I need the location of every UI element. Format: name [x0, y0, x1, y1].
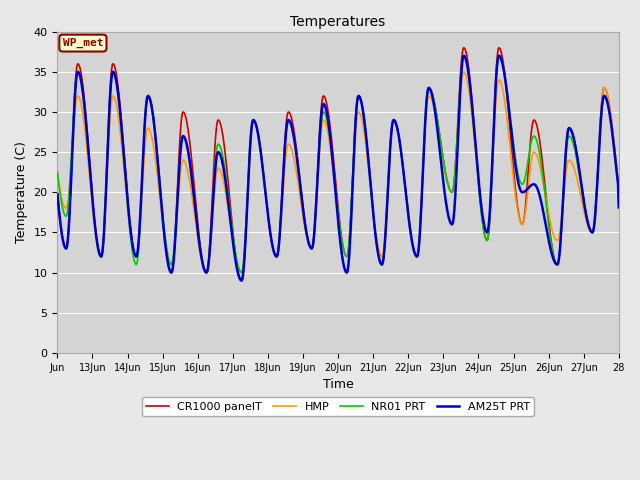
- Y-axis label: Temperature (C): Temperature (C): [15, 141, 28, 243]
- CR1000 panelT: [54, 189, 61, 195]
- NR01 PRT: [529, 135, 536, 141]
- NR01 PRT: [512, 158, 520, 164]
- Line: NR01 PRT: NR01 PRT: [58, 56, 619, 273]
- AM25T PRT: [62, 246, 70, 252]
- HMP: [62, 205, 70, 211]
- Line: CR1000 panelT: CR1000 panelT: [58, 48, 619, 281]
- AM25T PRT: [512, 165, 520, 170]
- HMP: [131, 250, 138, 256]
- HMP: [203, 270, 211, 276]
- AM25T PRT: [529, 181, 536, 187]
- NR01 PRT: [177, 143, 185, 149]
- CR1000 panelT: [131, 250, 138, 255]
- NR01 PRT: [54, 169, 61, 175]
- NR01 PRT: [203, 270, 211, 276]
- CR1000 panelT: [615, 202, 623, 208]
- CR1000 panelT: [177, 121, 185, 127]
- CR1000 panelT: [512, 190, 520, 195]
- HMP: [615, 202, 623, 208]
- Line: AM25T PRT: AM25T PRT: [58, 56, 619, 281]
- CR1000 panelT: [238, 278, 246, 284]
- HMP: [460, 69, 468, 74]
- X-axis label: Time: Time: [323, 378, 353, 391]
- HMP: [458, 78, 465, 84]
- Title: Temperatures: Temperatures: [291, 15, 386, 29]
- AM25T PRT: [615, 204, 623, 210]
- AM25T PRT: [177, 144, 185, 149]
- AM25T PRT: [131, 250, 138, 255]
- CR1000 panelT: [495, 45, 503, 50]
- CR1000 panelT: [458, 56, 465, 62]
- CR1000 panelT: [529, 120, 536, 126]
- NR01 PRT: [62, 214, 70, 219]
- AM25T PRT: [54, 192, 61, 197]
- HMP: [512, 195, 520, 201]
- CR1000 panelT: [62, 246, 70, 252]
- HMP: [177, 165, 185, 171]
- AM25T PRT: [495, 53, 503, 59]
- HMP: [54, 171, 61, 177]
- NR01 PRT: [458, 63, 465, 69]
- NR01 PRT: [495, 53, 503, 59]
- Text: WP_met: WP_met: [63, 38, 103, 48]
- NR01 PRT: [131, 258, 138, 264]
- NR01 PRT: [615, 204, 623, 210]
- Line: HMP: HMP: [58, 72, 619, 273]
- HMP: [529, 152, 536, 157]
- AM25T PRT: [458, 66, 465, 72]
- AM25T PRT: [238, 278, 246, 284]
- Legend: CR1000 panelT, HMP, NR01 PRT, AM25T PRT: CR1000 panelT, HMP, NR01 PRT, AM25T PRT: [142, 397, 534, 416]
